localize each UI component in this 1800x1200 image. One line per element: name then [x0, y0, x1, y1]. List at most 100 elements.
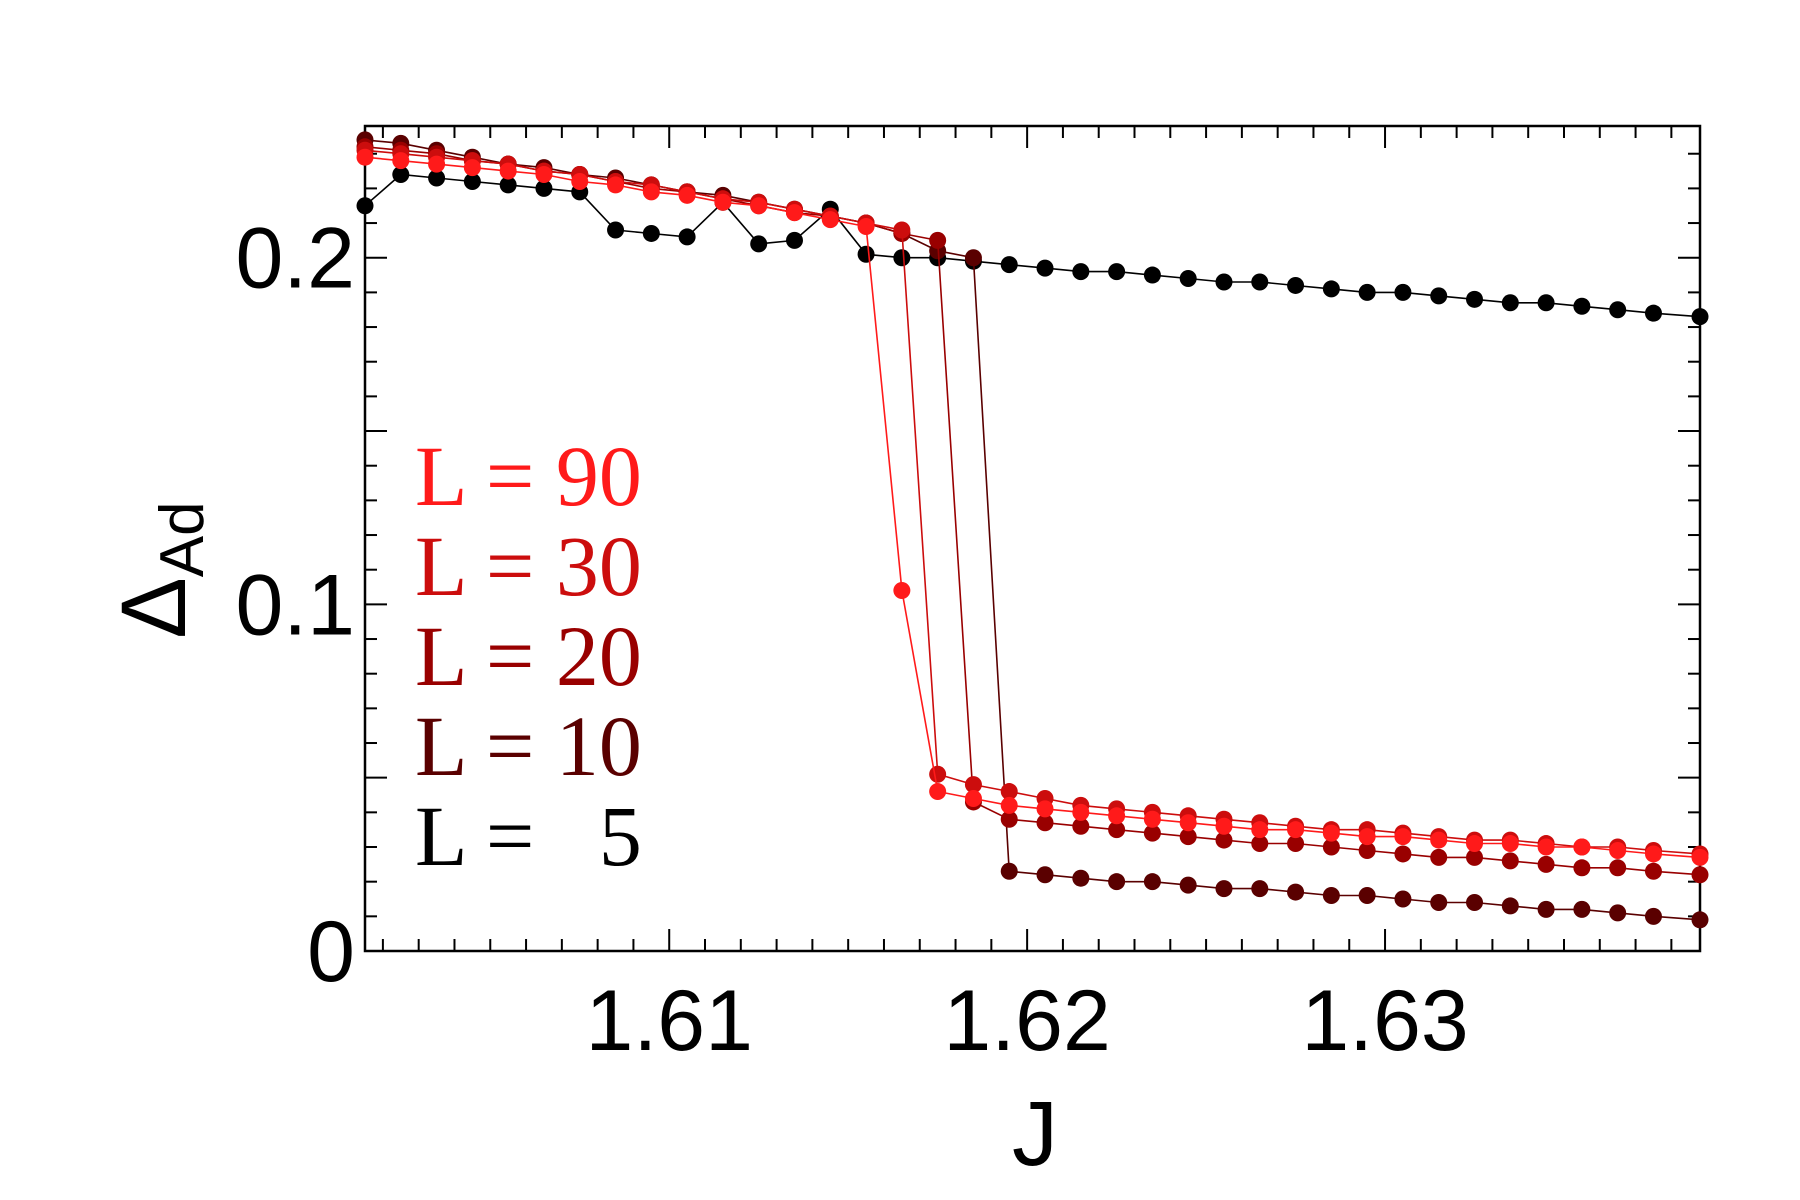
data-point — [1501, 852, 1519, 870]
series-L90 — [356, 148, 1709, 866]
x-tick-label: 1.63 — [1301, 973, 1468, 1069]
data-point — [1000, 783, 1018, 801]
data-point — [1573, 838, 1591, 856]
data-point — [893, 249, 911, 267]
data-point — [1394, 845, 1412, 863]
data-point — [1251, 273, 1269, 291]
data-point — [1179, 828, 1197, 846]
y-axis-label: ΔAd — [103, 501, 217, 638]
plot-frame — [363, 124, 1702, 953]
data-point — [1573, 297, 1591, 315]
series-L5 — [356, 166, 1709, 326]
y-axis-label-group: ΔAd — [103, 501, 217, 638]
data-point — [1644, 862, 1662, 880]
y-tick-label: 0.2 — [235, 211, 355, 307]
data-point — [785, 204, 803, 222]
data-point — [1072, 869, 1090, 887]
data-point — [392, 152, 410, 170]
data-point — [1215, 273, 1233, 291]
data-point — [1036, 800, 1054, 818]
plot-border — [363, 124, 1702, 953]
data-point — [1644, 845, 1662, 863]
y-tick-label: 0 — [307, 904, 355, 1000]
data-point — [642, 183, 660, 201]
data-point — [1691, 866, 1709, 884]
data-point — [1430, 831, 1448, 849]
data-point — [1108, 263, 1126, 281]
series-line — [364, 173, 1701, 318]
data-point — [1466, 835, 1484, 853]
data-point — [750, 197, 768, 215]
data-point — [1609, 841, 1627, 859]
data-point — [893, 581, 911, 599]
data-point — [356, 148, 374, 166]
data-point — [1609, 301, 1627, 319]
data-point — [785, 231, 803, 249]
data-point — [642, 224, 660, 242]
data-point — [1358, 828, 1376, 846]
data-point — [1691, 911, 1709, 929]
data-point — [929, 231, 947, 249]
x-tick-label: 1.61 — [586, 973, 753, 1069]
data-point — [535, 179, 553, 197]
legend-entry: L = 30 — [415, 518, 642, 614]
data-point — [1358, 841, 1376, 859]
data-point — [1609, 859, 1627, 877]
data-point — [428, 169, 446, 187]
data-point — [1000, 810, 1018, 828]
data-point — [750, 235, 768, 253]
series-group — [356, 131, 1709, 929]
data-point — [1036, 814, 1054, 832]
data-point — [964, 776, 982, 794]
data-point — [1143, 810, 1161, 828]
data-point — [1251, 821, 1269, 839]
y-axis-label-symbol: Δ — [103, 577, 205, 638]
data-point — [1573, 859, 1591, 877]
data-point — [1287, 276, 1305, 294]
data-point — [1215, 817, 1233, 835]
data-point — [1430, 848, 1448, 866]
data-point — [1322, 838, 1340, 856]
data-point — [1215, 880, 1233, 898]
y-tick-label: 0.1 — [235, 557, 355, 653]
data-point — [1691, 848, 1709, 866]
minor-ticks — [365, 126, 1700, 952]
y-axis-label-subscript: Ad — [148, 501, 217, 577]
data-point — [1394, 283, 1412, 301]
x-axis-label: J — [1012, 1083, 1058, 1185]
data-point — [1430, 893, 1448, 911]
data-point — [964, 249, 982, 267]
data-point — [1215, 831, 1233, 849]
data-point — [893, 221, 911, 239]
data-point — [428, 155, 446, 173]
data-point — [1179, 876, 1197, 894]
data-point — [1501, 835, 1519, 853]
legend: L = 90L = 30L = 20L = 10L = 5 — [415, 428, 642, 884]
legend-entry: L = 10 — [415, 698, 642, 794]
data-point — [1691, 308, 1709, 326]
legend-entry: L = 5 — [415, 788, 642, 884]
data-point — [821, 211, 839, 229]
data-point — [1322, 824, 1340, 842]
data-point — [1143, 266, 1161, 284]
data-point — [1644, 304, 1662, 322]
data-point — [1358, 887, 1376, 905]
data-point — [964, 789, 982, 807]
data-point — [607, 176, 625, 194]
data-point — [1501, 897, 1519, 915]
data-point — [929, 783, 947, 801]
data-point — [1322, 280, 1340, 298]
data-point — [1072, 817, 1090, 835]
data-point — [1251, 835, 1269, 853]
data-point — [929, 765, 947, 783]
data-point — [571, 172, 589, 190]
data-point — [1287, 821, 1305, 839]
data-point — [1537, 838, 1555, 856]
data-point — [1466, 893, 1484, 911]
data-point — [1179, 270, 1197, 288]
data-point — [1573, 900, 1591, 918]
data-point — [1287, 835, 1305, 853]
data-point — [1609, 904, 1627, 922]
data-point — [1072, 263, 1090, 281]
